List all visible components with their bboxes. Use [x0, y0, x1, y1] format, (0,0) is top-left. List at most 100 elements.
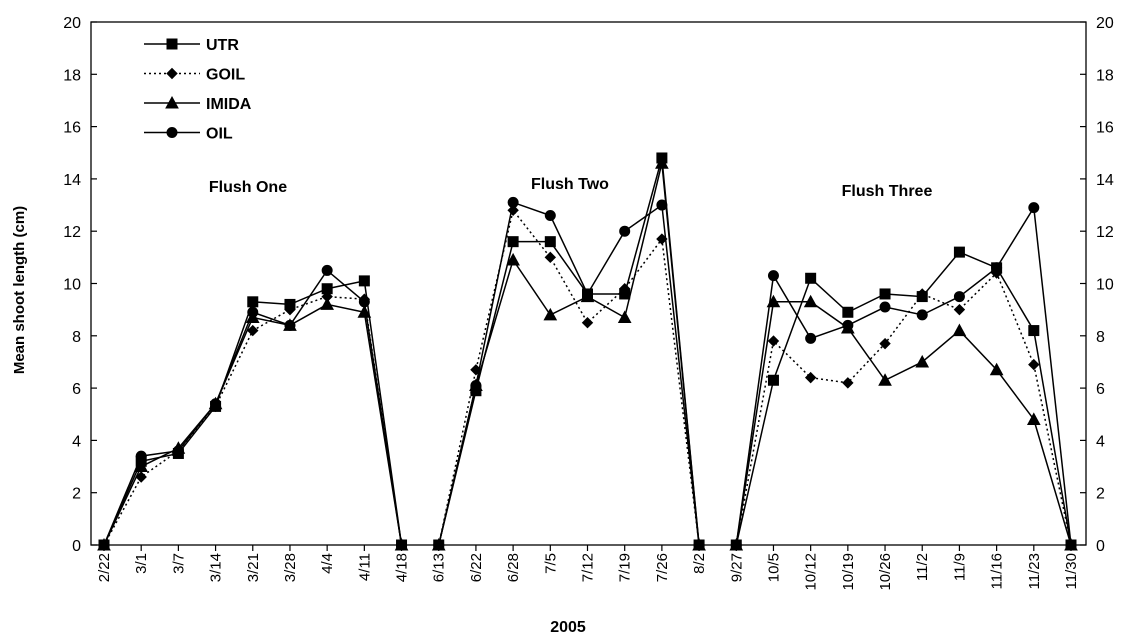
data-point	[507, 236, 519, 248]
legend-item-imida: IMIDA	[144, 95, 252, 113]
data-point	[916, 309, 928, 321]
data-point	[247, 306, 259, 318]
legend-label: UTR	[206, 37, 239, 54]
data-point	[321, 264, 333, 276]
y-tick-label-right: 14	[1096, 172, 1114, 189]
y-tick-label-right: 0	[1096, 538, 1105, 555]
y-axis-left: 0 2 4 6 8 10 12 14 16 18 20	[63, 15, 97, 555]
x-tick-label: 7/26	[654, 553, 671, 582]
y-tick-label-left: 4	[72, 433, 81, 450]
data-point	[358, 275, 370, 287]
x-tick-label: 11/23	[1026, 553, 1043, 589]
data-point	[544, 210, 556, 222]
series-oil	[98, 196, 1077, 551]
x-tick-label: 10/12	[803, 553, 820, 591]
group-labels: Flush One Flush Two Flush Three	[209, 176, 933, 200]
data-point	[804, 371, 817, 384]
data-point	[320, 297, 334, 310]
data-point	[619, 225, 631, 237]
x-tick-label: 4/18	[394, 553, 411, 582]
data-point	[991, 262, 1003, 274]
series-utr	[98, 152, 1077, 551]
data-point	[803, 294, 818, 308]
legend-item-oil: OIL	[144, 126, 233, 143]
legend: UTR GOIL IMIDA OIL	[144, 37, 252, 143]
data-point	[842, 306, 854, 318]
x-tick-label: 6/13	[431, 553, 448, 582]
data-point	[98, 539, 110, 551]
data-point	[915, 354, 930, 368]
data-point	[953, 291, 965, 303]
data-point	[842, 377, 854, 389]
series-line-imida	[103, 303, 403, 546]
y-tick-label-right: 20	[1096, 15, 1114, 32]
data-point	[1028, 325, 1040, 337]
legend-item-utr: UTR	[144, 37, 239, 54]
data-point	[581, 317, 594, 329]
y-tick-label-right: 4	[1096, 433, 1105, 450]
x-tick-label: 2/22	[96, 553, 113, 582]
x-tick-label: 11/16	[989, 553, 1006, 589]
y-tick-label-right: 6	[1096, 381, 1105, 398]
data-point	[470, 379, 482, 391]
y-tick-label-right: 16	[1096, 120, 1114, 137]
data-point	[1028, 358, 1040, 371]
data-point	[952, 323, 967, 337]
y-tick-label-left: 6	[72, 381, 81, 398]
series-line-goil	[735, 271, 1072, 546]
data-point	[953, 246, 965, 258]
x-tick-label: 10/26	[877, 553, 894, 591]
data-point	[396, 539, 408, 551]
legend-label: IMIDA	[206, 96, 252, 113]
data-point	[506, 252, 520, 266]
data-point	[134, 459, 149, 473]
data-point	[544, 236, 556, 248]
data-point	[358, 296, 370, 308]
y-tick-label-left: 20	[63, 15, 81, 32]
x-tick-label: 7/5	[542, 553, 559, 574]
series-line-goil	[437, 208, 700, 546]
data-point	[842, 319, 854, 331]
y-tick-label-left: 16	[63, 120, 81, 137]
y-tick-label-left: 10	[63, 277, 81, 294]
x-tick-label: 3/1	[133, 553, 150, 574]
data-point	[544, 251, 557, 264]
series-line-utr	[735, 251, 1072, 546]
data-point	[916, 288, 928, 300]
y-tick-label-right: 18	[1096, 67, 1114, 84]
data-point	[284, 303, 296, 316]
x-tick-label: 9/27	[728, 553, 745, 582]
series-goil	[98, 204, 1077, 551]
data-point	[543, 307, 558, 321]
x-tick-label: 4/4	[319, 553, 336, 574]
data-point	[1028, 202, 1040, 214]
x-tick-label: 11/30	[1063, 553, 1080, 589]
y-tick-label-left: 8	[72, 329, 81, 346]
x-tick-label: 3/28	[282, 553, 299, 582]
data-point	[805, 272, 817, 284]
data-point	[433, 539, 445, 551]
data-point	[582, 288, 593, 300]
data-point	[247, 324, 259, 337]
y-tick-label-right: 8	[1096, 329, 1105, 346]
y-tick-label-left: 14	[63, 172, 81, 189]
y-tick-label-right: 12	[1096, 224, 1114, 241]
data-point	[210, 398, 222, 410]
y-tick-label-right: 2	[1096, 486, 1105, 503]
data-point	[879, 301, 891, 313]
x-axis: 2/22 3/1 3/7 3/14 3/21 3/28 4/4 4/11 4/18 6/13 6/2…	[96, 545, 1080, 591]
x-tick-label: 6/28	[505, 553, 522, 582]
data-point	[166, 67, 178, 80]
data-point	[655, 156, 669, 169]
series-imida	[97, 156, 1078, 551]
data-point	[165, 95, 179, 109]
data-point	[172, 445, 184, 457]
data-point	[1065, 539, 1077, 551]
y-tick-label-left: 2	[72, 486, 81, 503]
y-tick-label-left: 18	[63, 67, 81, 84]
legend-label: OIL	[206, 126, 233, 143]
data-point	[166, 127, 178, 138]
data-point	[767, 374, 779, 386]
x-tick-label: 3/21	[245, 553, 262, 582]
data-point	[357, 305, 372, 318]
